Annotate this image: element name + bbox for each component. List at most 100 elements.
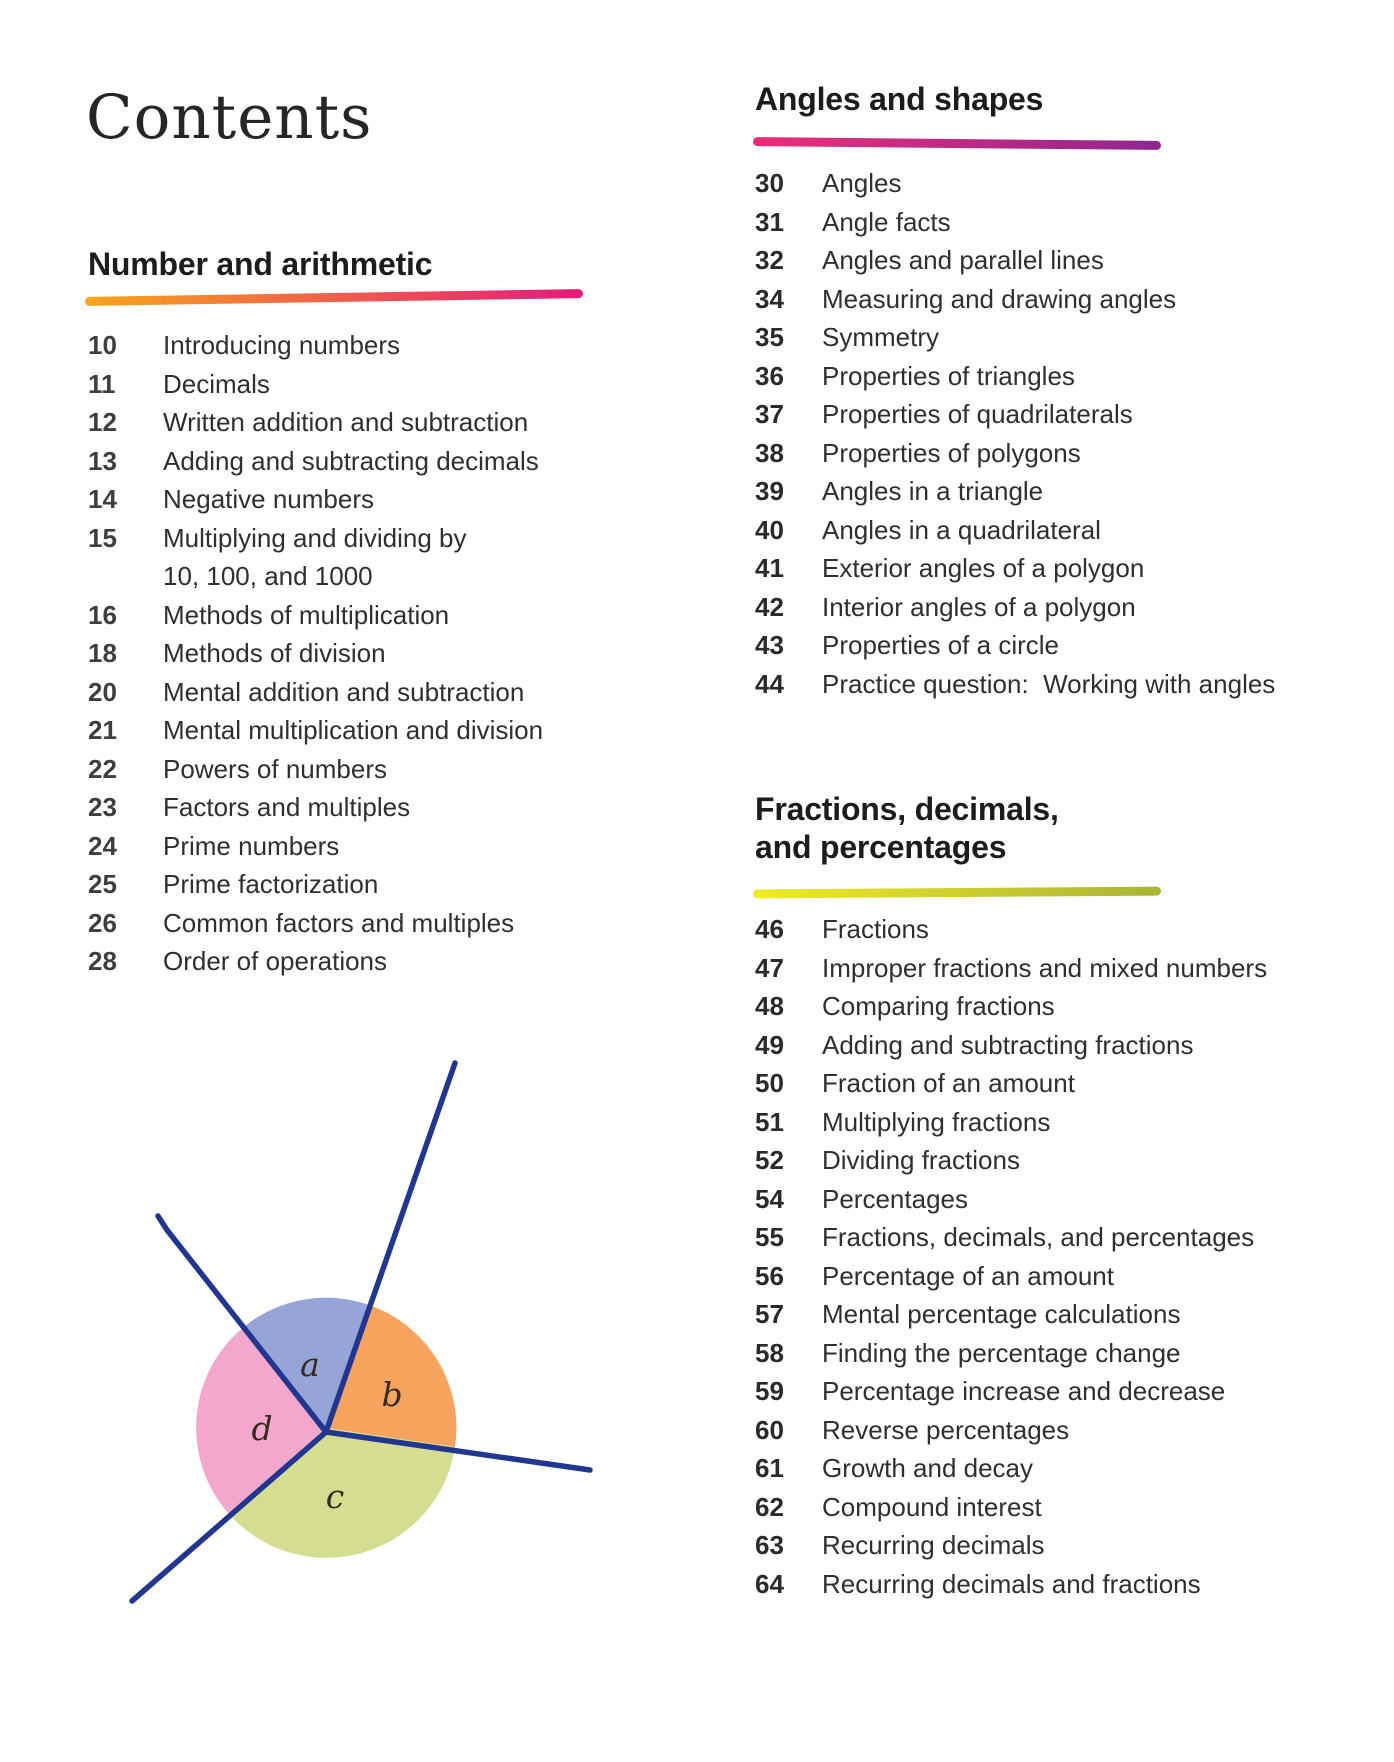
toc-entry: 20 Mental addition and subtraction [88,673,648,712]
toc-entry: 15 Multiplying and dividing by 10, 100, a… [88,519,648,596]
toc-entry: 57 Mental percentage calculations [755,1295,1380,1334]
toc-entry: 16 Methods of multiplication [88,596,648,635]
section-rule-number-arithmetic [84,289,584,306]
toc-entry-title: Multiplying and dividing by 10, 100, and… [163,522,467,592]
toc-entry-title: Percentages [822,1183,968,1214]
toc-entry: 56 Percentage of an amount [755,1257,1380,1296]
toc-entry-title: Fractions, decimals, and percentages [822,1222,1255,1252]
toc-entry: 28 Order of operations [88,942,648,981]
toc-entry-title: Compound interest [822,1491,1042,1522]
toc-entry-title: Interior angles of a polygon [822,591,1136,622]
toc-entry: 59 Percentage increase and decrease [755,1372,1380,1411]
toc-entry-page: 54 [755,1183,784,1214]
ray-upper-left [155,1213,329,1435]
toc-entry: 58 Finding the percentage change [755,1334,1380,1373]
toc-entry-title: Angles and parallel lines [822,245,1104,275]
toc-entry-title: Growth and decay [822,1453,1034,1483]
toc-entry: 39 Angles in a triangle [755,472,1380,511]
toc-entry-page: 57 [755,1299,784,1329]
toc-entry-title: Prime factorization [163,869,379,899]
toc-entry: 35 Symmetry [755,318,1380,357]
toc-entry-title: Reverse percentages [822,1414,1070,1445]
toc-entry-page: 25 [88,869,117,899]
toc-entry-page: 23 [88,792,117,822]
toc-entry-title: Properties of quadrilaterals [822,399,1133,429]
toc-entry: 10 Introducing numbers [88,326,648,365]
toc-entry: 23 Factors and multiples [88,788,648,827]
sector-label-a: a [300,1345,320,1384]
toc-entry: 54 Percentages [755,1180,1380,1219]
toc-entry: 62 Compound interest [755,1488,1380,1527]
toc-entry-title: Prime numbers [163,830,340,861]
page-title: Contents [86,82,373,153]
toc-entry-page: 62 [755,1491,784,1522]
toc-entry-page: 40 [755,514,784,545]
toc-entry-page: 28 [88,946,117,976]
toc-entry-title: Mental multiplication and division [163,715,544,745]
toc-entry-page: 13 [88,445,117,476]
toc-entry: 41 Exterior angles of a polygon [755,549,1380,588]
toc-entry: 40 Angles in a quadrilateral [755,511,1380,550]
toc-entry: 43 Properties of a circle [755,626,1380,665]
toc-entry-title: Angles in a quadrilateral [822,514,1101,545]
toc-entry-title: Comparing fractions [822,991,1055,1021]
toc-entry: 11 Decimals [88,365,648,404]
toc-entry-page: 64 [755,1568,784,1599]
sector-d [196,1326,326,1514]
toc-entry: 26 Common factors and multiples [88,904,648,943]
toc-entry-page: 18 [88,638,117,668]
toc-entry-title: Recurring decimals [822,1530,1045,1560]
toc-entry-page: 56 [755,1260,784,1291]
toc-entry-page: 39 [755,476,784,506]
toc-entry-title: Adding and subtracting decimals [163,445,539,476]
toc-entry-title: Factors and multiples [163,792,411,822]
ray-right [323,1429,593,1473]
sector-c [229,1428,455,1558]
toc-entry-page: 30 [755,168,784,198]
toc-entry-page: 47 [755,952,784,983]
toc-entry-title: Fraction of an amount [822,1068,1075,1098]
toc-entry-page: 58 [755,1337,784,1368]
toc-entry-title: Dividing fractions [822,1145,1020,1175]
toc-entry: 46 Fractions [755,910,1380,949]
toc-entry: 30 Angles [755,164,1380,203]
toc-entry-title: Percentage increase and decrease [822,1376,1226,1406]
toc-entry: 12 Written addition and subtraction [88,403,648,442]
toc-entry-page: 35 [755,322,784,352]
toc-entry-page: 61 [755,1453,784,1483]
toc-entry: 55 Fractions, decimals, and percentages [755,1218,1380,1257]
toc-entry-title: Properties of polygons [822,437,1081,468]
toc-entry-page: 26 [88,907,117,938]
toc-entry-page: 11 [88,368,116,399]
toc-entry-title: Angles in a triangle [822,476,1044,506]
toc-list-angles-shapes: 30 Angles 31 Angle facts 32 Angles and parall… [755,164,1380,703]
toc-entry-page: 37 [755,399,784,429]
toc-entry-page: 55 [755,1222,784,1252]
toc-list-number-arithmetic: 10 Introducing numbers 11 Decimals 12 Written… [88,326,648,981]
toc-entry-title: Methods of division [163,638,386,668]
toc-entry: 49 Adding and subtracting fractions [755,1026,1380,1065]
toc-entry-title: Properties of triangles [822,360,1075,391]
toc-entry-page: 49 [755,1029,784,1060]
toc-list-fractions-decimals-percentages: 46 Fractions 47 Improper fractions and mixe… [755,910,1380,1603]
toc-entry: 42 Interior angles of a polygon [755,588,1380,627]
toc-entry-title: Adding and subtracting fractions [822,1029,1194,1060]
sector-label-c: c [326,1477,344,1516]
toc-entry: 47 Improper fractions and mixed numbers [755,949,1380,988]
toc-entry-title: Recurring decimals and fractions [822,1568,1201,1599]
toc-entry-title: Mental addition and subtraction [163,676,525,707]
toc-entry-title: Decimals [163,368,270,399]
toc-entry-title: Fractions [822,914,929,944]
toc-entry: 25 Prime factorization [88,865,648,904]
toc-entry-page: 34 [755,283,784,314]
toc-entry-page: 38 [755,437,784,468]
toc-entry: 61 Growth and decay [755,1449,1380,1488]
toc-entry: 36 Properties of triangles [755,357,1380,396]
toc-entry-title: Methods of multiplication [163,599,450,630]
toc-entry-page: 12 [88,407,117,437]
toc-entry: 37 Properties of quadrilaterals [755,395,1380,434]
toc-entry-page: 48 [755,991,784,1021]
toc-entry-page: 22 [88,753,117,784]
toc-entry-title: Exterior angles of a polygon [822,553,1145,583]
toc-entry-title: Angle facts [822,206,951,237]
